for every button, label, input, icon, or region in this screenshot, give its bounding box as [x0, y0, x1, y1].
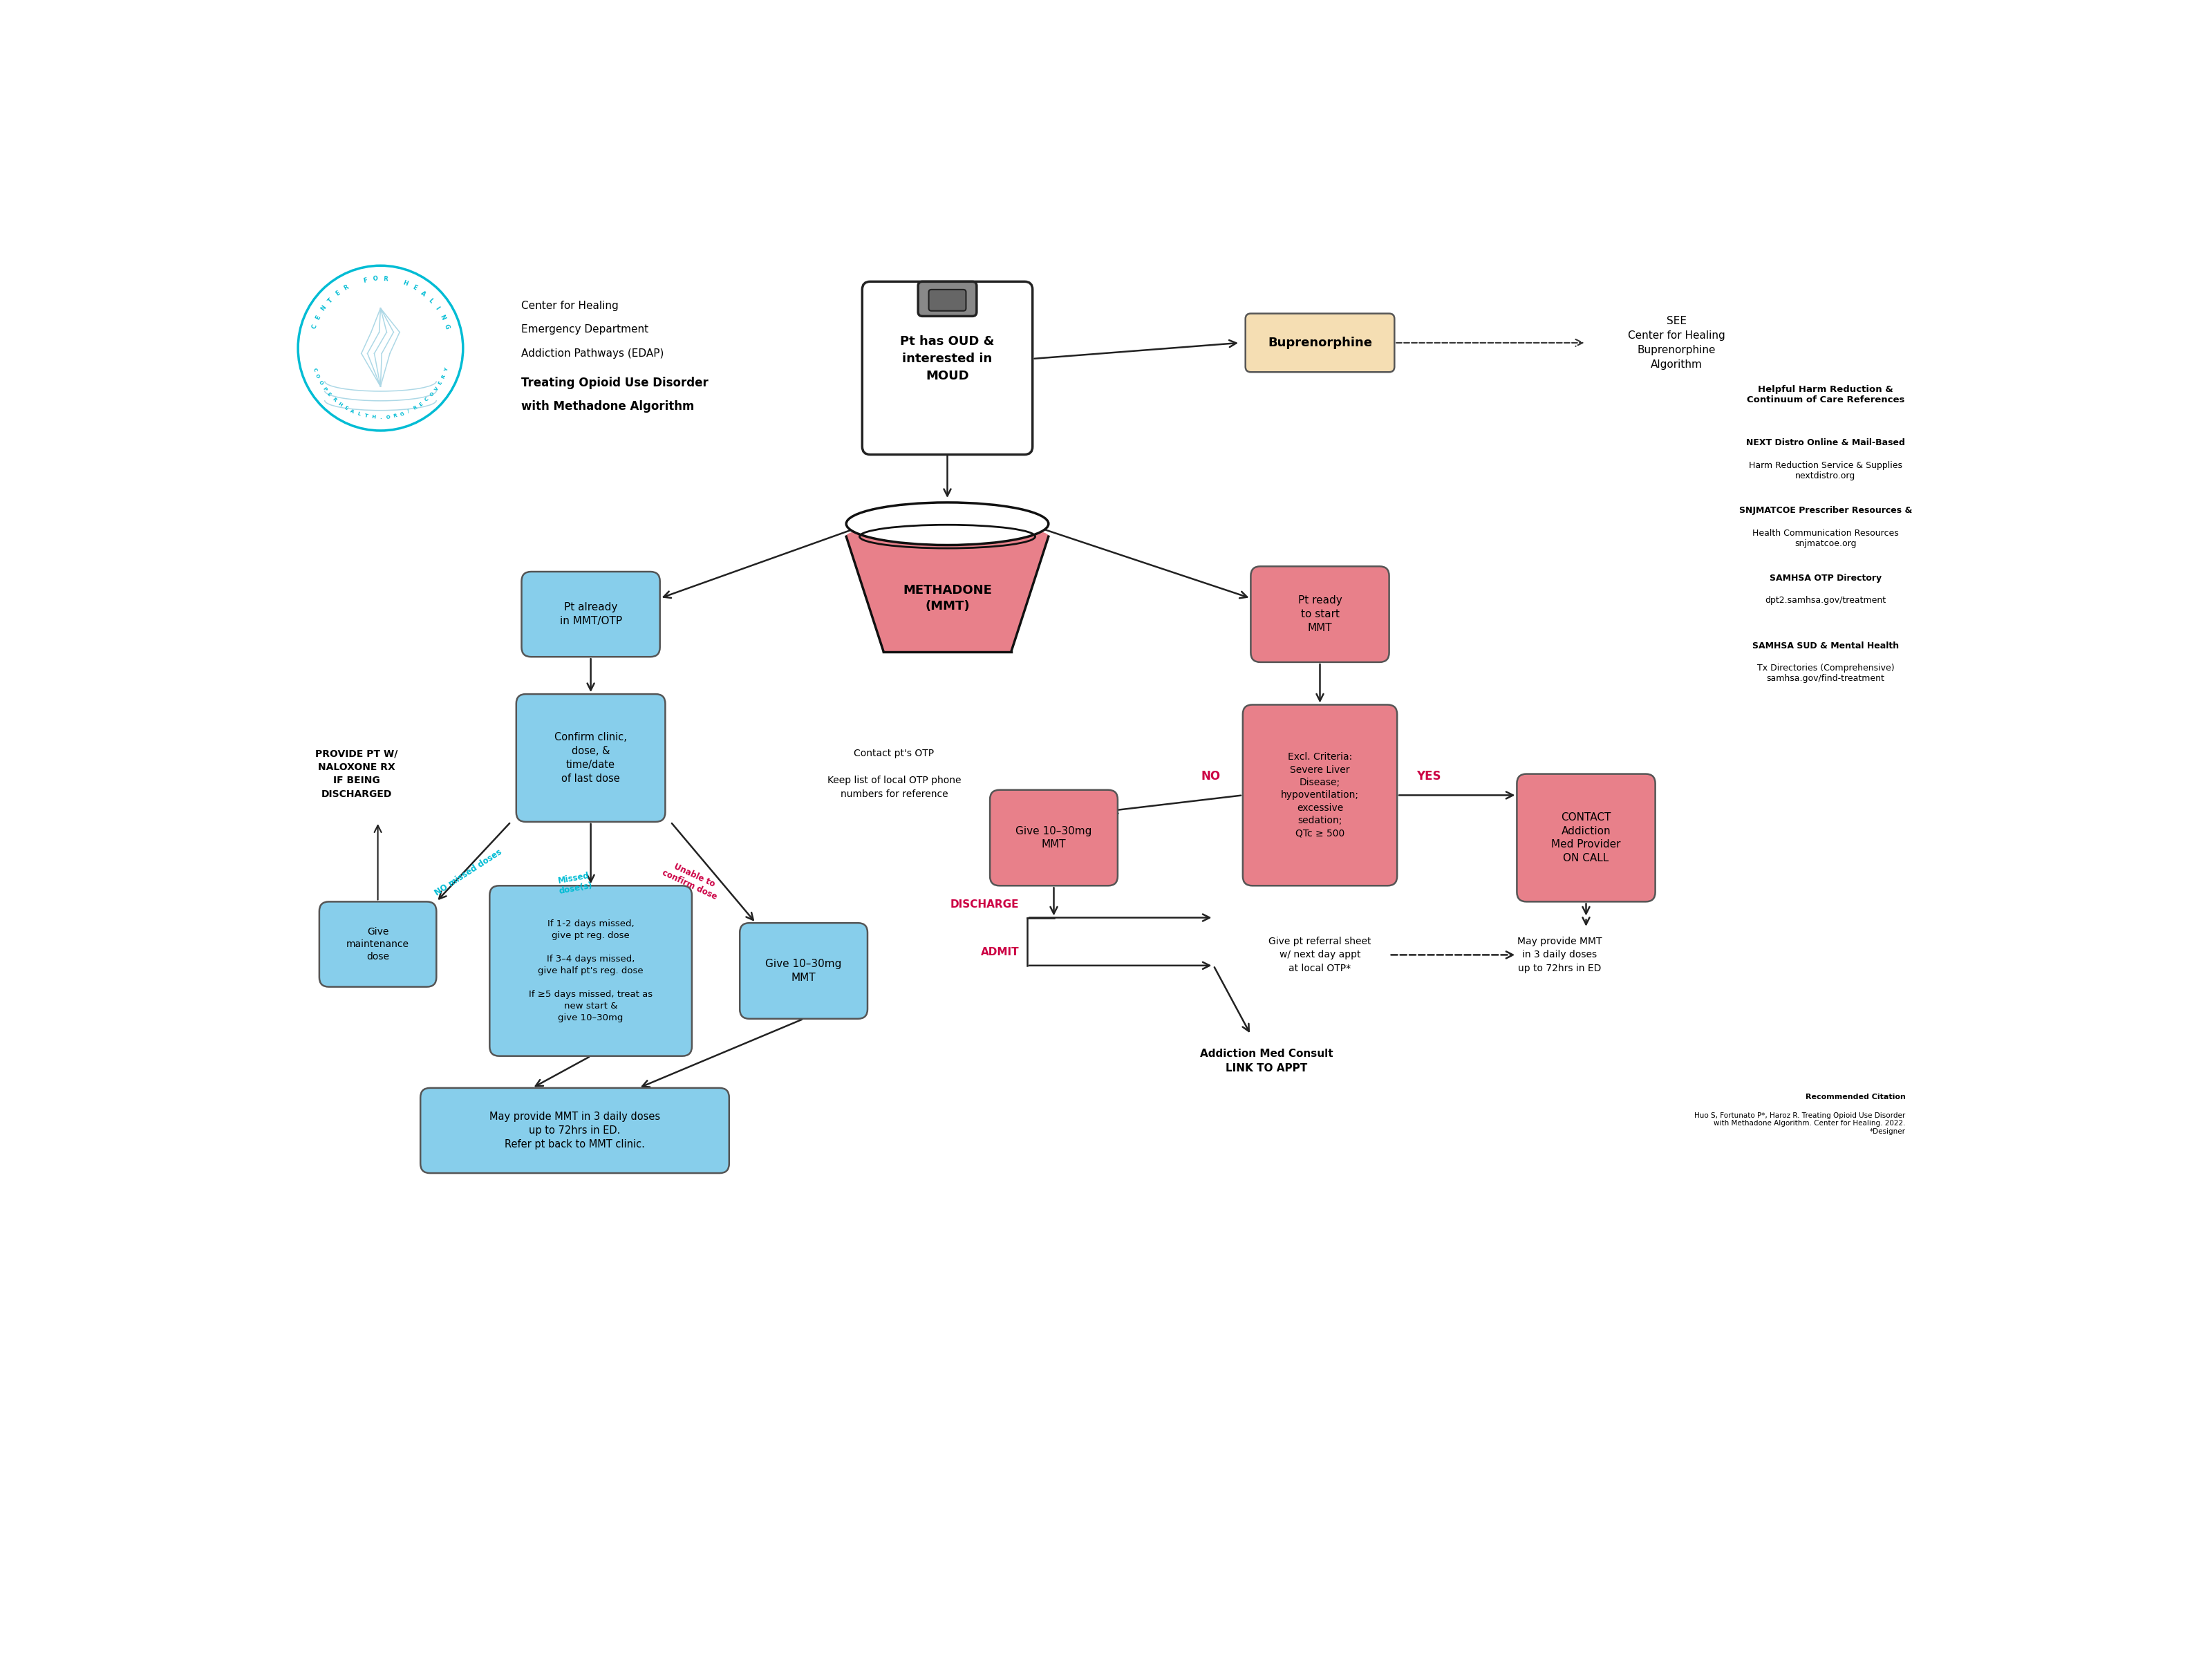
Text: Recommended Citation: Recommended Citation: [1805, 1093, 1905, 1100]
Text: R: R: [411, 405, 418, 411]
Text: Treating Opioid Use Disorder: Treating Opioid Use Disorder: [522, 377, 708, 388]
Text: Missed
dose(s): Missed dose(s): [557, 871, 593, 896]
Text: Tx Directories (Comprehensive)
samhsa.gov/find-treatment: Tx Directories (Comprehensive) samhsa.go…: [1756, 664, 1893, 684]
Text: C: C: [425, 397, 429, 403]
Text: R: R: [343, 284, 349, 292]
Text: Give
maintenance
dose: Give maintenance dose: [347, 927, 409, 962]
Polygon shape: [847, 536, 1048, 652]
Text: R: R: [332, 397, 336, 403]
Text: Give pt referral sheet
w/ next day appt
at local OTP*: Give pt referral sheet w/ next day appt …: [1270, 937, 1371, 974]
Text: Pt already
in MMT/OTP: Pt already in MMT/OTP: [560, 602, 622, 627]
Text: dpt2.samhsa.gov/treatment: dpt2.samhsa.gov/treatment: [1765, 596, 1887, 606]
Text: R: R: [383, 275, 387, 282]
Text: N: N: [321, 305, 327, 312]
Text: Give 10–30mg
MMT: Give 10–30mg MMT: [765, 959, 843, 982]
Text: Buprenorphine: Buprenorphine: [1267, 337, 1371, 348]
Text: PROVIDE PT W/
NALOXONE RX
IF BEING
DISCHARGED: PROVIDE PT W/ NALOXONE RX IF BEING DISCH…: [316, 748, 398, 800]
Text: I: I: [434, 305, 440, 310]
Text: May provide MMT in 3 daily doses
up to 72hrs in ED.
Refer pt back to MMT clinic.: May provide MMT in 3 daily doses up to 7…: [489, 1112, 659, 1150]
Text: Excl. Criteria:
Severe Liver
Disease;
hypoventilation;
excessive
sedation;
QTc ≥: Excl. Criteria: Severe Liver Disease; hy…: [1281, 752, 1358, 838]
Text: E: E: [327, 392, 332, 397]
Text: R: R: [440, 373, 447, 378]
Text: C: C: [312, 324, 319, 330]
Text: CONTACT
Addiction
Med Provider
ON CALL: CONTACT Addiction Med Provider ON CALL: [1551, 811, 1621, 863]
Text: F: F: [363, 277, 367, 284]
FancyBboxPatch shape: [1243, 705, 1398, 886]
Text: YES: YES: [1418, 770, 1442, 783]
Text: SAMHSA OTP Directory: SAMHSA OTP Directory: [1770, 574, 1882, 582]
Text: L: L: [356, 411, 361, 416]
Text: Give 10–30mg
MMT: Give 10–30mg MMT: [1015, 826, 1093, 849]
Text: Health Communication Resources
snjmatcoe.org: Health Communication Resources snjmatcoe…: [1752, 529, 1898, 547]
Text: O: O: [314, 373, 321, 378]
FancyBboxPatch shape: [991, 790, 1117, 886]
FancyBboxPatch shape: [1517, 773, 1655, 902]
Text: O: O: [374, 275, 378, 282]
Text: T: T: [365, 413, 367, 418]
Text: T: T: [327, 297, 334, 304]
Text: C: C: [312, 367, 316, 372]
Text: A: A: [349, 408, 354, 415]
Text: O: O: [319, 380, 323, 385]
Text: Unable to
confirm dose: Unable to confirm dose: [661, 859, 723, 902]
Text: ADMIT: ADMIT: [980, 947, 1020, 957]
Text: E: E: [334, 290, 341, 297]
Text: SAMHSA SUD & Mental Health: SAMHSA SUD & Mental Health: [1752, 642, 1898, 650]
FancyBboxPatch shape: [319, 902, 436, 987]
Text: Pt has OUD &
interested in
MOUD: Pt has OUD & interested in MOUD: [900, 335, 995, 382]
Text: G: G: [400, 411, 405, 416]
Text: E: E: [438, 380, 442, 385]
Text: If 1-2 days missed,
give pt reg. dose

If 3–4 days missed,
give half pt's reg. d: If 1-2 days missed, give pt reg. dose If…: [529, 919, 653, 1022]
Text: NEXT Distro Online & Mail-Based: NEXT Distro Online & Mail-Based: [1745, 438, 1905, 448]
Text: Confirm clinic,
dose, &
time/date
of last dose: Confirm clinic, dose, & time/date of las…: [555, 732, 626, 783]
Text: R: R: [394, 413, 398, 418]
Text: E: E: [418, 401, 425, 406]
Text: H: H: [336, 401, 343, 406]
Text: E: E: [314, 314, 323, 320]
Text: Y: Y: [445, 367, 449, 372]
Text: Center for Healing: Center for Healing: [522, 300, 619, 310]
Text: SEE
Center for Healing
Buprenorphine
Algorithm: SEE Center for Healing Buprenorphine Alg…: [1628, 315, 1725, 370]
FancyBboxPatch shape: [489, 886, 692, 1057]
Text: H: H: [372, 415, 376, 420]
FancyBboxPatch shape: [918, 282, 978, 317]
Text: L: L: [427, 297, 434, 304]
FancyBboxPatch shape: [522, 572, 659, 657]
FancyBboxPatch shape: [420, 1088, 730, 1173]
FancyBboxPatch shape: [739, 922, 867, 1019]
Text: NO: NO: [1201, 770, 1221, 783]
Text: with Methadone Algorithm: with Methadone Algorithm: [522, 400, 695, 413]
Text: DISCHARGE: DISCHARGE: [951, 899, 1020, 909]
Text: Contact pt's OTP

Keep list of local OTP phone
numbers for reference: Contact pt's OTP Keep list of local OTP …: [827, 748, 960, 800]
Text: /: /: [407, 410, 409, 413]
Text: V: V: [434, 387, 440, 392]
Text: May provide MMT
in 3 daily doses
up to 72hrs in ED: May provide MMT in 3 daily doses up to 7…: [1517, 937, 1601, 974]
FancyBboxPatch shape: [863, 282, 1033, 455]
Text: G: G: [442, 324, 449, 330]
Text: E: E: [343, 405, 347, 411]
Ellipse shape: [847, 503, 1048, 546]
FancyBboxPatch shape: [515, 693, 666, 821]
Text: Pt ready
to start
MMT: Pt ready to start MMT: [1298, 596, 1343, 634]
Text: Addiction Med Consult
LINK TO APPT: Addiction Med Consult LINK TO APPT: [1201, 1048, 1334, 1073]
Text: Helpful Harm Reduction &
Continuum of Care References: Helpful Harm Reduction & Continuum of Ca…: [1747, 385, 1905, 405]
Text: N: N: [438, 314, 447, 320]
Text: Addiction Pathways (EDAP): Addiction Pathways (EDAP): [522, 348, 664, 358]
Text: Harm Reduction Service & Supplies
nextdistro.org: Harm Reduction Service & Supplies nextdi…: [1750, 461, 1902, 481]
Text: NO missed doses: NO missed doses: [434, 848, 504, 898]
FancyBboxPatch shape: [1245, 314, 1394, 372]
Text: E: E: [411, 284, 418, 292]
Text: SNJMATCOE Prescriber Resources &: SNJMATCOE Prescriber Resources &: [1739, 506, 1911, 516]
Text: Emergency Department: Emergency Department: [522, 324, 648, 335]
Text: H: H: [403, 280, 409, 287]
Text: P: P: [321, 387, 327, 392]
Text: O: O: [429, 392, 436, 398]
Text: METHADONE
(MMT): METHADONE (MMT): [902, 584, 991, 612]
Text: A: A: [420, 290, 427, 297]
FancyBboxPatch shape: [1250, 566, 1389, 662]
Ellipse shape: [847, 524, 1048, 547]
Text: O: O: [385, 415, 389, 420]
FancyBboxPatch shape: [929, 290, 967, 310]
Text: Huo S, Fortunato P*, Haroz R. Treating Opioid Use Disorder
with Methadone Algori: Huo S, Fortunato P*, Haroz R. Treating O…: [1694, 1112, 1905, 1135]
